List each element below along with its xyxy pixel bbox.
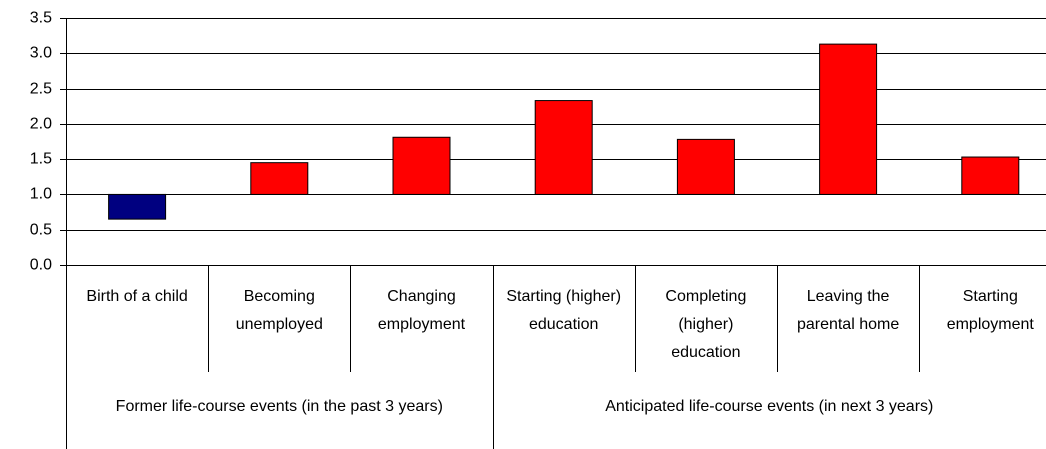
x-tick-label: Starting (higher) education [506,288,622,333]
x-tick-label: Leaving the parental home [796,288,900,333]
y-tick-label: 1.0 [30,186,52,203]
x-tick-label: Starting employment [946,288,1034,333]
y-tick-label: 0.5 [30,222,52,239]
y-tick-label: 2.0 [30,116,52,133]
bar [108,193,167,220]
y-tick-label: 1.5 [30,151,52,168]
x-tick-label: Birth of a child [86,288,188,305]
x-tick-label: Completing (higher) education [665,288,747,361]
x-tick-label: Changing employment [377,288,466,333]
y-tick-label: 2.5 [30,81,52,98]
group-label: Former life-course events (in the past 3… [115,398,443,415]
y-tick-label: 3.0 [30,45,52,62]
x-tick-label: Becoming unemployed [235,288,323,333]
bar [392,136,451,195]
y-tick-label: 3.5 [30,10,52,27]
bar [819,43,878,195]
bar [534,100,593,195]
bar [676,138,735,195]
group-label: Anticipated life-course events (in next … [605,398,934,415]
bar [250,162,309,195]
y-tick-label: 0.0 [30,257,52,274]
bar [961,156,1020,195]
